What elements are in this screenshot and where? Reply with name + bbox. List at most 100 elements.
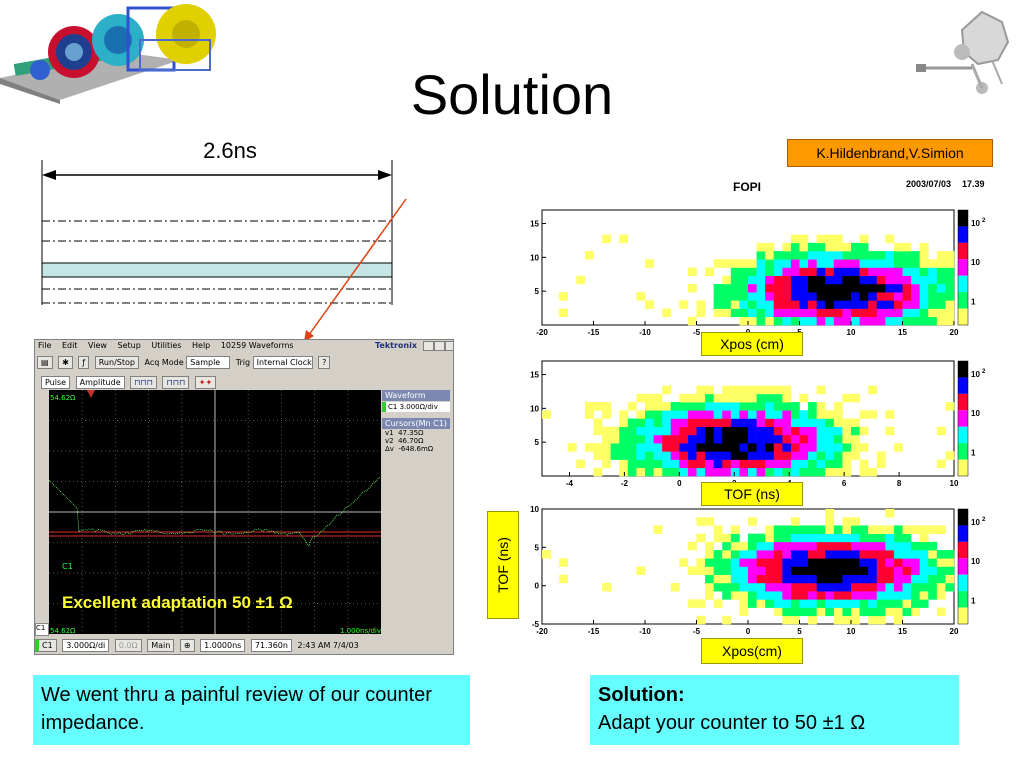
heatmap-cell	[662, 410, 672, 419]
heatmap-cell	[885, 308, 895, 318]
heatmap-cell	[713, 582, 723, 592]
cursor-row-dv: Δv -648.6mΩ	[382, 445, 450, 453]
menu-edit[interactable]: Edit	[61, 341, 78, 350]
heatmap-cell	[799, 467, 809, 477]
heatmap-cell	[928, 308, 938, 318]
heatmap-cell	[816, 599, 826, 608]
status-pos[interactable]: 71.360n	[250, 639, 292, 652]
colorbar-label: 10	[971, 219, 980, 228]
heatmap-cell	[825, 426, 835, 436]
left-note-box: We went thru a painful review of our cou…	[33, 675, 470, 745]
print-icon[interactable]: ▤	[37, 356, 53, 369]
zoom-icon[interactable]: ⊕	[179, 639, 195, 652]
heatmap-cell	[782, 402, 792, 411]
window-minimize-button[interactable]	[423, 341, 434, 351]
heatmap-cell	[756, 459, 766, 469]
amplitude-select[interactable]: Amplitude	[75, 376, 125, 389]
colorbar-label: 1	[971, 448, 976, 457]
heatmap-cell	[636, 459, 646, 469]
measure-icon-3[interactable]: ✦✦	[194, 376, 217, 389]
colorbar-segment	[958, 259, 968, 276]
heatmap-cell	[928, 541, 938, 551]
x-tick-label: 6	[842, 479, 847, 486]
heatmap-cell	[602, 426, 611, 436]
heatmap-cell	[919, 541, 929, 551]
heatmap-cell	[748, 393, 757, 403]
math-icon[interactable]: ƒ	[78, 356, 90, 369]
status-main[interactable]: Main	[147, 639, 175, 652]
heatmap-cell	[868, 599, 878, 608]
heatmap-cell	[782, 467, 792, 477]
measure-icon-2[interactable]: ⊓⊓⊓	[162, 376, 190, 389]
heatmap-cell	[739, 402, 749, 411]
heatmap-cell	[765, 402, 775, 411]
window-maximize-button[interactable]	[434, 341, 445, 351]
colorbar-segment	[958, 443, 968, 460]
acq-mode-select[interactable]: Sample	[186, 356, 231, 369]
heatmap-cell	[936, 292, 946, 301]
heatmap-cell	[645, 418, 654, 428]
heatmap-cell	[893, 283, 903, 293]
heatmap-cell	[816, 308, 826, 318]
waveform-item[interactable]: C1 3.000Ω/div	[382, 402, 450, 412]
heatmap-cell	[825, 459, 835, 469]
menu-file[interactable]: File	[38, 341, 52, 350]
menu-setup[interactable]: Setup	[117, 341, 141, 350]
status-channel[interactable]: C1	[35, 639, 57, 652]
heatmap-cell	[808, 426, 817, 436]
heatmap-cell	[756, 434, 766, 444]
heatmap-cell	[713, 467, 723, 477]
heatmap-cell	[851, 426, 860, 436]
colorbar-label: 10	[971, 258, 980, 267]
heatmap-cell	[722, 385, 732, 395]
help-icon[interactable]: ?	[318, 356, 331, 369]
heatmap-cell	[851, 251, 860, 260]
run-stop-button[interactable]: Run/Stop	[94, 356, 139, 369]
status-offset[interactable]: 0.0Ω	[114, 639, 142, 652]
heatmap-cell	[885, 574, 895, 584]
heatmap-cell	[782, 566, 792, 576]
heatmap-cell	[825, 410, 835, 419]
heatmap-cell	[902, 607, 912, 617]
heatmap-cell	[739, 426, 749, 436]
heatmap-cell	[816, 541, 826, 551]
heatmap-cell	[799, 275, 809, 285]
colorbar-exponent: 2	[982, 218, 986, 224]
measure-icon[interactable]: ⊓⊓⊓	[130, 376, 157, 389]
heatmap-cell	[756, 591, 766, 600]
heatmap-cell	[928, 566, 938, 576]
status-tdiv[interactable]: 1.0000ns	[200, 639, 246, 652]
heatmap-cell	[722, 443, 732, 452]
x-tick-label: 20	[950, 627, 959, 634]
heatmap-cell	[833, 267, 843, 277]
heatmap-cell	[911, 300, 920, 309]
heatmap-cell	[730, 550, 740, 559]
heatmap-cell	[765, 443, 775, 452]
heatmap-cell	[756, 259, 766, 268]
heatmap-cell	[799, 242, 809, 252]
heatmap-cell	[808, 443, 817, 452]
menu-view[interactable]: View	[87, 341, 107, 350]
window-close-button[interactable]	[445, 341, 454, 351]
menu-help[interactable]: Help	[192, 341, 211, 350]
trig-select[interactable]: Internal Clock	[252, 356, 313, 369]
status-vdiv[interactable]: 3.000Ω/di	[62, 639, 110, 652]
heatmap-cell	[842, 443, 852, 452]
heatmap-cell	[782, 410, 792, 419]
heatmap-cell	[868, 308, 878, 318]
tools-icon[interactable]: ✱	[58, 356, 73, 369]
heatmap-cell	[876, 582, 886, 592]
pulse-select[interactable]: Pulse	[41, 376, 71, 389]
heatmap-cell	[945, 267, 955, 277]
heatmap-cell	[936, 275, 946, 285]
menu-utilities[interactable]: Utilities	[151, 341, 182, 350]
heatmap-cell	[730, 459, 740, 469]
heatmap-cell	[619, 418, 629, 428]
heatmap-cell	[825, 509, 835, 518]
trig-label: Trig	[235, 358, 251, 367]
heatmap-cell	[902, 550, 912, 559]
heatmap-cell	[885, 599, 895, 608]
heatmap-cell	[593, 426, 603, 436]
y-tick-label: 10	[530, 505, 539, 514]
heatmap-cell	[919, 582, 929, 592]
